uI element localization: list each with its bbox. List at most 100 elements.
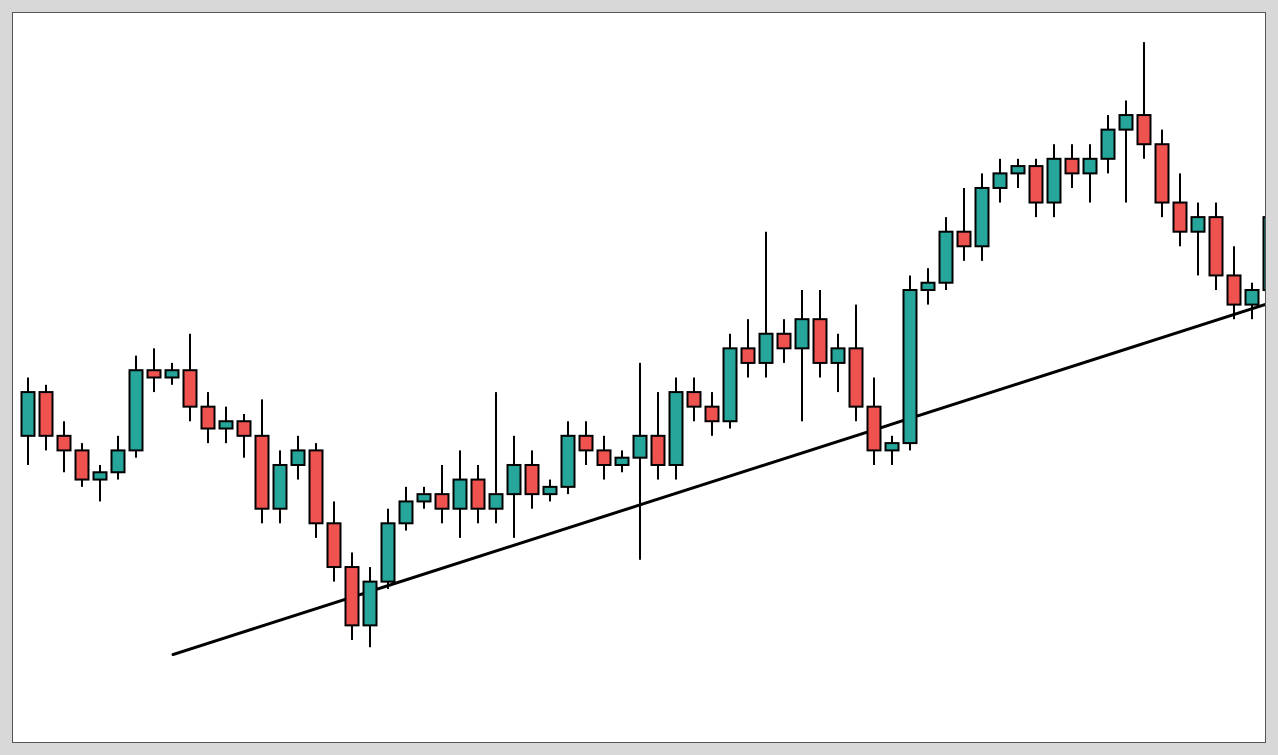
candle <box>166 363 179 385</box>
candle-body-up <box>1084 159 1097 174</box>
candle-body-up <box>634 436 647 458</box>
candle <box>292 436 305 480</box>
candle <box>1012 159 1025 188</box>
candle <box>310 443 323 538</box>
candle-body-down <box>76 450 89 479</box>
candle-body-down <box>688 392 701 407</box>
candle <box>1228 246 1241 319</box>
candle <box>1138 42 1151 159</box>
candle <box>58 421 71 472</box>
candle-body-up <box>1012 166 1025 173</box>
candle-body-down <box>184 370 197 406</box>
candle-body-down <box>202 407 215 429</box>
candle <box>886 436 899 465</box>
candle-body-up <box>1102 130 1115 159</box>
candle-body-down <box>580 436 593 451</box>
candle-body-down <box>472 480 485 509</box>
candle-body-down <box>310 450 323 523</box>
candle-body-up <box>22 392 35 436</box>
candle <box>148 348 161 392</box>
candle-body-down <box>1210 217 1223 275</box>
candle-body-up <box>796 319 809 348</box>
candle <box>454 450 467 537</box>
candle-body-up <box>130 370 143 450</box>
candle <box>256 399 269 523</box>
candle-body-up <box>220 421 233 428</box>
candle <box>418 487 431 509</box>
candle-body-up <box>994 173 1007 188</box>
candle <box>1246 283 1259 319</box>
candle <box>634 363 647 560</box>
candle-body-up <box>670 392 683 465</box>
candle <box>76 443 89 487</box>
candle-body-up <box>1120 115 1133 130</box>
candle-body-up <box>292 450 305 465</box>
candle-body-up <box>94 472 107 479</box>
candle <box>274 450 287 523</box>
candle-body-down <box>652 436 665 465</box>
candle-body-up <box>832 348 845 363</box>
candle <box>796 290 809 421</box>
candle <box>742 319 755 377</box>
candle <box>976 173 989 260</box>
candle <box>472 465 485 523</box>
candle-body-up <box>562 436 575 487</box>
candle-body-down <box>778 334 791 349</box>
candle <box>1120 100 1133 202</box>
candle <box>562 421 575 494</box>
candle-body-down <box>256 436 269 509</box>
candle <box>1192 203 1205 276</box>
candle <box>850 305 863 422</box>
candle <box>526 450 539 508</box>
candle-body-up <box>364 582 377 626</box>
candle <box>238 414 251 458</box>
candle <box>760 232 773 378</box>
candle-body-down <box>58 436 71 451</box>
candle <box>1084 144 1097 202</box>
candle-body-up <box>1246 290 1259 305</box>
candle <box>832 334 845 392</box>
candle-body-up <box>166 370 179 377</box>
candle <box>94 465 107 501</box>
candle-body-down <box>1174 203 1187 232</box>
candle <box>1102 115 1115 173</box>
candle-body-down <box>436 494 449 509</box>
candle <box>706 392 719 436</box>
candle <box>490 392 503 523</box>
candle <box>940 217 953 290</box>
candle-body-up <box>1048 159 1061 203</box>
candle-body-down <box>328 523 341 567</box>
candle <box>184 334 197 421</box>
candle-body-up <box>544 487 557 494</box>
candle <box>382 509 395 589</box>
candle <box>868 378 881 465</box>
candle <box>814 290 827 377</box>
candle-body-up <box>724 348 737 421</box>
candle <box>544 480 557 502</box>
candle-body-up <box>886 443 899 450</box>
candle <box>688 378 701 422</box>
candle-body-up <box>490 494 503 509</box>
candle-body-down <box>850 348 863 406</box>
candle-body-down <box>1030 166 1043 202</box>
candle-body-down <box>598 450 611 465</box>
candle <box>724 334 737 429</box>
candle <box>922 268 935 304</box>
candle-body-up <box>454 480 467 509</box>
candle <box>112 436 125 480</box>
candle <box>994 159 1007 203</box>
candle <box>508 436 521 538</box>
candle <box>652 392 665 479</box>
candle-body-down <box>1156 144 1169 202</box>
candle <box>580 421 593 465</box>
candle <box>364 567 377 647</box>
candle <box>904 275 917 450</box>
candle-body-up <box>418 494 431 501</box>
candle <box>1174 173 1187 246</box>
candle-body-up <box>400 501 413 523</box>
candle <box>1066 144 1079 188</box>
candle <box>328 501 341 581</box>
candle <box>1156 130 1169 217</box>
candle-body-down <box>706 407 719 422</box>
candle-body-down <box>1066 159 1079 174</box>
